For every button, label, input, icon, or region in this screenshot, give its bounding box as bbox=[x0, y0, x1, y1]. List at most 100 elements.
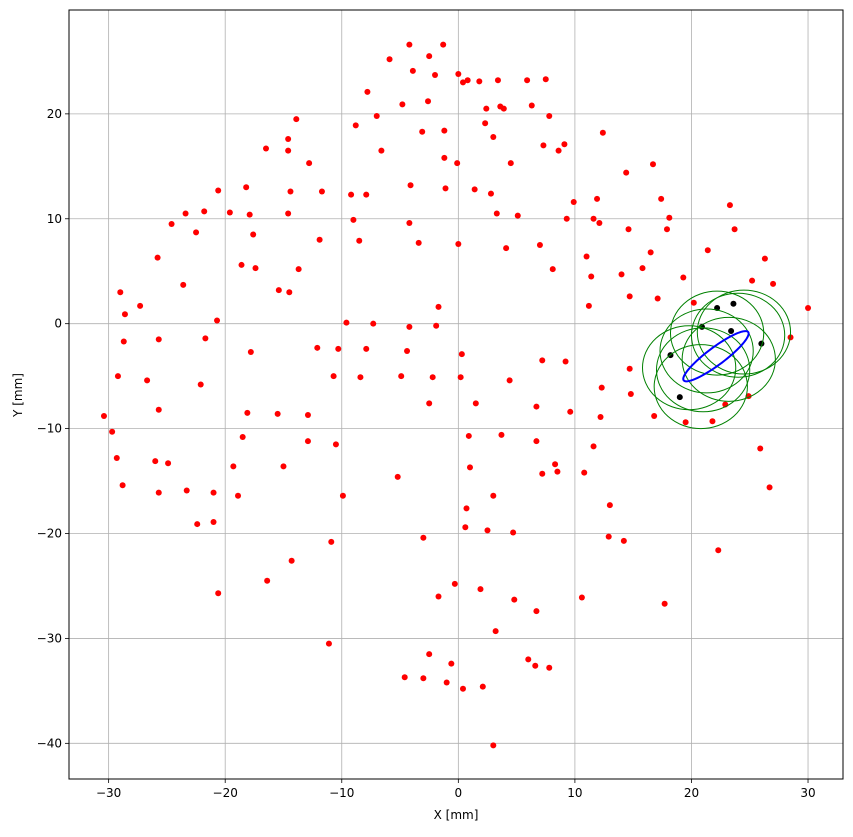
point bbox=[330, 373, 337, 380]
point bbox=[155, 336, 162, 343]
point bbox=[490, 492, 497, 499]
point bbox=[626, 293, 633, 300]
point bbox=[357, 374, 364, 381]
point bbox=[215, 590, 222, 597]
point bbox=[585, 302, 592, 309]
point bbox=[352, 122, 359, 129]
point bbox=[183, 487, 190, 494]
point bbox=[295, 266, 302, 273]
point bbox=[252, 265, 259, 272]
point bbox=[654, 295, 661, 302]
point bbox=[235, 492, 242, 499]
point bbox=[661, 600, 668, 607]
point bbox=[459, 685, 466, 692]
point bbox=[546, 664, 553, 671]
uncertainty-circle bbox=[681, 316, 776, 402]
point bbox=[682, 419, 689, 426]
point bbox=[626, 365, 633, 372]
y-tick-label: −10 bbox=[37, 422, 62, 436]
point bbox=[451, 580, 458, 587]
point bbox=[546, 112, 553, 119]
point bbox=[649, 161, 656, 168]
point bbox=[594, 195, 601, 202]
point bbox=[152, 458, 159, 465]
point bbox=[749, 277, 756, 284]
point bbox=[406, 219, 413, 226]
fit-ellipse bbox=[682, 330, 750, 383]
point bbox=[498, 431, 505, 438]
point bbox=[597, 414, 604, 421]
point bbox=[442, 185, 449, 192]
point bbox=[155, 489, 162, 496]
point bbox=[318, 188, 325, 195]
point bbox=[280, 463, 287, 470]
point bbox=[605, 533, 612, 540]
point bbox=[215, 187, 222, 194]
point bbox=[246, 211, 253, 218]
point bbox=[419, 128, 426, 135]
point bbox=[386, 56, 393, 63]
point bbox=[201, 208, 208, 215]
x-tick-label: 30 bbox=[800, 786, 815, 800]
point bbox=[484, 527, 491, 534]
point bbox=[193, 229, 200, 236]
point bbox=[406, 41, 413, 48]
point bbox=[210, 518, 217, 525]
point bbox=[479, 683, 486, 690]
point bbox=[459, 79, 466, 86]
point bbox=[363, 345, 370, 352]
point bbox=[757, 445, 764, 452]
x-tick-label: −20 bbox=[213, 786, 238, 800]
y-tick-label: 10 bbox=[47, 212, 62, 226]
uncertainty-circle bbox=[690, 292, 786, 378]
point bbox=[247, 349, 254, 356]
point bbox=[155, 406, 162, 413]
point bbox=[429, 374, 436, 381]
point bbox=[250, 231, 257, 238]
point bbox=[503, 245, 510, 252]
point bbox=[581, 469, 588, 476]
point bbox=[348, 191, 355, 198]
point bbox=[457, 374, 464, 381]
point bbox=[483, 105, 490, 112]
point bbox=[487, 190, 494, 197]
point bbox=[332, 441, 339, 448]
point bbox=[370, 320, 377, 327]
point bbox=[455, 70, 462, 77]
point bbox=[455, 240, 462, 247]
point bbox=[477, 586, 484, 593]
point bbox=[288, 557, 295, 564]
point bbox=[663, 226, 670, 233]
point bbox=[726, 202, 733, 209]
point bbox=[230, 463, 237, 470]
plot-frame bbox=[68, 9, 844, 780]
point bbox=[306, 160, 313, 167]
point bbox=[210, 489, 217, 496]
point bbox=[426, 53, 433, 60]
uncertainty-circle bbox=[696, 289, 792, 375]
point bbox=[214, 317, 221, 324]
point bbox=[715, 547, 722, 554]
point bbox=[314, 344, 321, 351]
point bbox=[287, 188, 294, 195]
point bbox=[506, 377, 513, 384]
point bbox=[197, 381, 204, 388]
uncertainty-circle bbox=[659, 308, 754, 394]
point bbox=[625, 226, 632, 233]
point bbox=[432, 72, 439, 79]
point bbox=[433, 322, 440, 329]
point bbox=[426, 400, 433, 407]
point bbox=[494, 77, 501, 84]
point bbox=[293, 116, 300, 123]
x-tick-label: 10 bbox=[567, 786, 582, 800]
point bbox=[409, 67, 416, 74]
point bbox=[507, 160, 514, 167]
point bbox=[540, 142, 547, 149]
point bbox=[562, 358, 569, 365]
point bbox=[114, 373, 121, 380]
point bbox=[264, 577, 271, 584]
x-tick-label: −10 bbox=[329, 786, 354, 800]
point bbox=[441, 127, 448, 134]
y-tick-label: 0 bbox=[54, 317, 62, 331]
point bbox=[555, 147, 562, 154]
